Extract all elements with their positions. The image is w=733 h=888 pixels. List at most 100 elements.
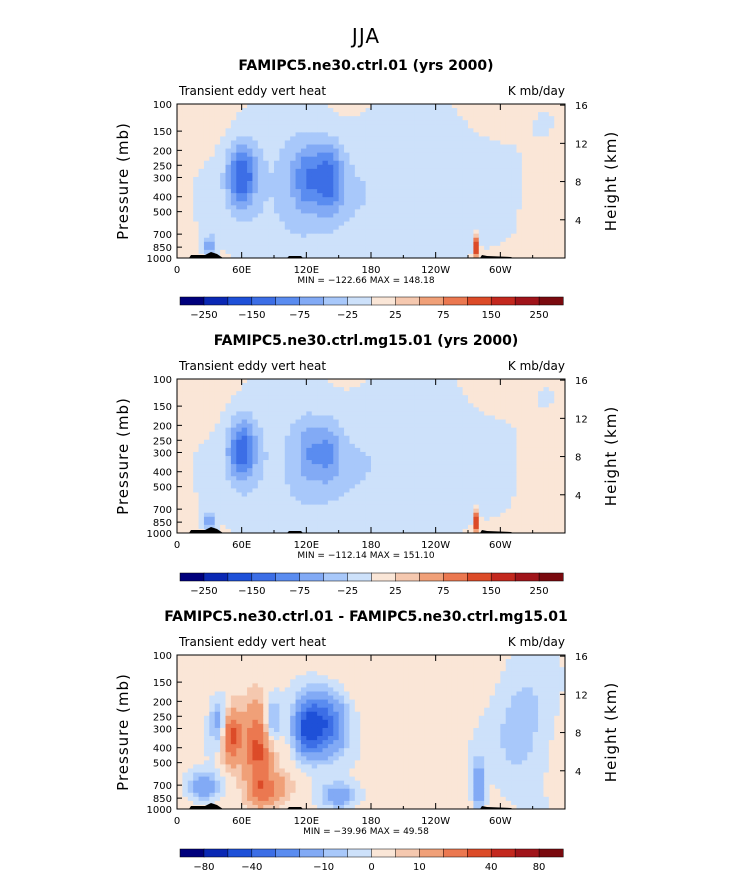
heatmap-cell <box>554 108 561 113</box>
heatmap-cell <box>473 241 480 247</box>
heatmap-cell <box>284 492 291 497</box>
heatmap-cell <box>241 439 248 445</box>
heatmap-cell <box>505 411 512 416</box>
heatmap-cell <box>500 484 507 489</box>
colorbar-swatch <box>490 296 516 306</box>
heatmap-cell <box>263 112 270 117</box>
heatmap-cell <box>263 181 270 186</box>
heatmap-cell <box>354 221 361 226</box>
heatmap-cell <box>489 399 496 404</box>
heatmap-cell <box>538 431 544 437</box>
heatmap-cell <box>430 160 437 166</box>
heatmap-cell <box>397 253 404 259</box>
heatmap-cell <box>225 108 232 113</box>
heatmap-cell <box>511 249 517 255</box>
heatmap-cell <box>300 435 307 441</box>
heatmap-cell <box>559 411 566 416</box>
heatmap-cell <box>225 447 232 453</box>
heatmap-cell <box>397 411 404 416</box>
heatmap-cell <box>344 439 350 445</box>
heatmap-cell <box>489 456 496 461</box>
heatmap-cell <box>397 496 404 501</box>
heatmap-cell <box>387 447 393 453</box>
heatmap-cell <box>252 189 259 194</box>
heatmap-cell <box>209 181 216 186</box>
heatmap-cell <box>473 164 480 170</box>
heatmap-cell <box>430 152 437 158</box>
heatmap-cell <box>505 496 512 501</box>
heatmap-cell <box>538 407 544 412</box>
heatmap-cell <box>349 456 356 461</box>
heatmap-cell <box>182 419 189 424</box>
heatmap-cell <box>220 249 226 255</box>
heatmap-cell <box>548 451 555 457</box>
heatmap-cell <box>494 237 501 243</box>
heatmap-cell <box>268 443 275 449</box>
heatmap-cell <box>451 419 458 424</box>
heatmap-cell <box>252 456 259 461</box>
heatmap-cell <box>274 253 280 259</box>
heatmap-cell <box>381 391 388 396</box>
heatmap-cell <box>214 245 221 251</box>
heatmap-cell <box>484 185 490 190</box>
heatmap-cell <box>225 201 232 206</box>
heatmap-cell <box>360 249 367 255</box>
heatmap-cell <box>177 237 183 243</box>
heatmap-cell <box>451 464 458 469</box>
heatmap-cell <box>360 229 367 235</box>
heatmap-cell <box>435 411 442 416</box>
heatmap-cell <box>344 229 350 235</box>
heatmap-cell <box>462 217 469 222</box>
heatmap-cell <box>360 116 367 121</box>
heatmap-cell <box>182 492 189 497</box>
heatmap-cell <box>322 104 329 109</box>
heatmap-cell <box>548 136 555 141</box>
heatmap-cell <box>198 209 205 214</box>
heatmap-cell <box>489 451 496 457</box>
heatmap-cell <box>338 160 345 166</box>
heatmap-cell <box>435 480 442 485</box>
heatmap-cell <box>225 217 232 222</box>
heatmap-cell <box>295 221 302 226</box>
heatmap-cell <box>177 395 183 400</box>
heatmap-cell <box>494 456 501 461</box>
heatmap-cell <box>306 480 313 485</box>
heatmap-cell <box>435 451 442 457</box>
heatmap-cell <box>187 209 194 214</box>
heatmap-cell <box>344 241 350 247</box>
heatmap-cell <box>295 460 302 465</box>
heatmap-cell <box>473 439 480 445</box>
heatmap-cell <box>451 391 458 396</box>
heatmap-cell <box>284 112 291 117</box>
heatmap-cell <box>414 456 420 461</box>
heatmap-cell <box>344 496 350 501</box>
heatmap-cell <box>376 253 383 259</box>
heatmap-cell <box>279 435 286 441</box>
heatmap-cell <box>333 395 340 400</box>
heatmap-cell <box>548 124 555 129</box>
heatmap-cell <box>387 104 393 109</box>
heatmap-cell <box>203 468 210 473</box>
heatmap-cell <box>446 205 453 210</box>
heatmap-cell <box>521 415 528 420</box>
heatmap-cell <box>548 460 555 465</box>
heatmap-cell <box>333 164 340 170</box>
heatmap-cell <box>230 245 237 251</box>
heatmap-cell <box>365 229 372 235</box>
heatmap-cell <box>424 197 431 202</box>
heatmap-cell <box>193 217 199 222</box>
heatmap-cell <box>489 164 496 170</box>
heatmap-cell <box>403 447 410 453</box>
heatmap-cell <box>300 172 307 178</box>
heatmap-cell <box>527 443 534 449</box>
heatmap-cell <box>327 383 334 388</box>
heatmap-cell <box>397 136 404 141</box>
heatmap-cell <box>354 460 361 465</box>
heatmap-cell <box>306 136 313 141</box>
heatmap-cell <box>311 476 318 481</box>
heatmap-cell <box>392 443 399 449</box>
heatmap-cell <box>435 189 442 194</box>
heatmap-cell <box>241 435 248 441</box>
heatmap-cell <box>317 492 323 497</box>
heatmap-cell <box>430 213 437 218</box>
